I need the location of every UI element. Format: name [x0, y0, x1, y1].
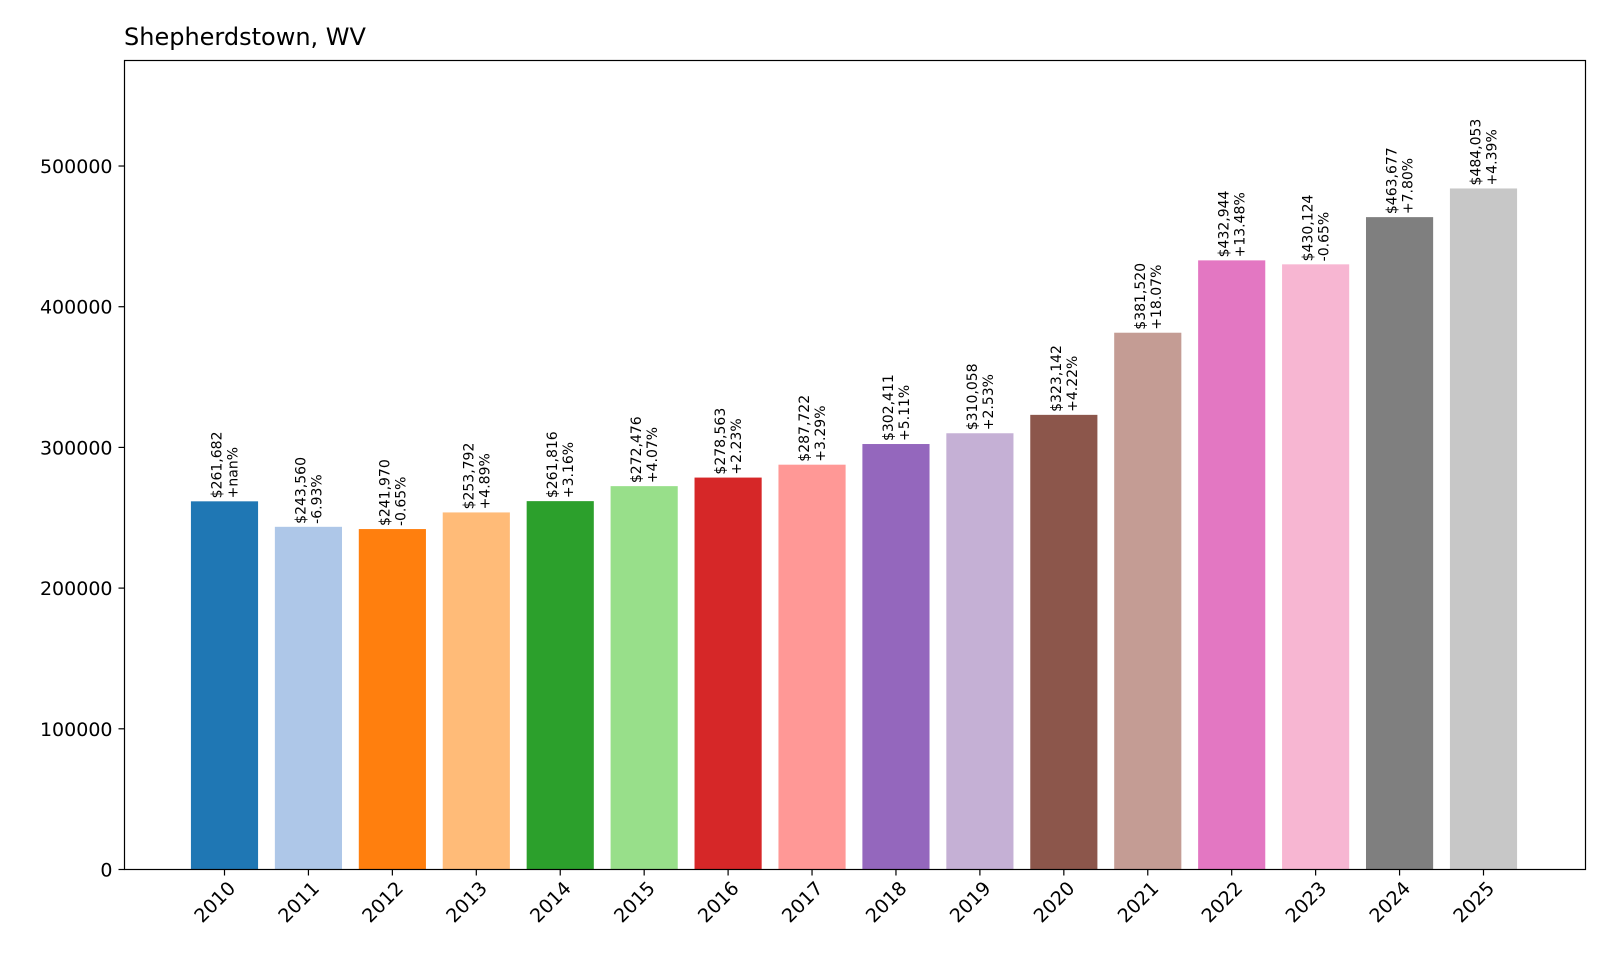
bar-label-2017: $287,722+3.29% — [797, 395, 829, 462]
y-tick-label-100000: 100000 — [40, 719, 113, 741]
bar-label-2020: $323,142+4.22% — [1049, 345, 1081, 412]
x-tick-label-2024: 2024 — [1365, 877, 1415, 927]
bar-2014 — [526, 501, 594, 870]
bars-group — [190, 188, 1518, 870]
bar-2017 — [778, 464, 846, 870]
x-tick-label-2025: 2025 — [1449, 877, 1499, 927]
bar-2022 — [1198, 260, 1266, 870]
x-tick-label-2014: 2014 — [526, 877, 576, 927]
bar-label-2014: $261,816+3.16% — [545, 431, 577, 498]
bar-label-2021: $381,520+18.07% — [1133, 263, 1165, 330]
x-tick-label-2020: 2020 — [1030, 877, 1080, 927]
bar-2021 — [1114, 332, 1182, 870]
bar-2023 — [1282, 264, 1350, 870]
x-axis: 2010 2011 2012 2013 2014 2015 2016 2017 2018 2019… — [190, 869, 1499, 927]
x-tick-label-2011: 2011 — [274, 877, 324, 927]
bar-label-2025: $484,053+4.39% — [1469, 119, 1501, 186]
bar-label-2016: $278,563+2.23% — [713, 408, 745, 475]
bar-label-2022: $432,944+13.48% — [1217, 190, 1249, 257]
y-tick-label-400000: 400000 — [40, 297, 113, 319]
bar-2011 — [274, 526, 343, 870]
x-tick-label-2021: 2021 — [1114, 877, 1164, 927]
y-tick-label-200000: 200000 — [40, 578, 113, 600]
x-tick-label-2016: 2016 — [694, 877, 744, 927]
bar-2012 — [358, 529, 426, 870]
x-tick-label-2022: 2022 — [1197, 877, 1247, 927]
plot-frame — [123, 59, 1587, 871]
bar-label-2015: $272,476+4.07% — [629, 416, 661, 483]
y-tick-label-300000: 300000 — [40, 437, 113, 459]
x-tick-label-2023: 2023 — [1281, 877, 1331, 927]
bar-2010 — [190, 501, 259, 870]
x-tick-label-2015: 2015 — [610, 877, 660, 927]
x-tick-label-2017: 2017 — [778, 877, 828, 927]
bar-label-2019: $310,058+2.53% — [965, 363, 997, 430]
bar-label-2023: $430,124-0.65% — [1301, 194, 1333, 261]
bar-2015 — [610, 486, 678, 870]
x-tick-label-2010: 2010 — [190, 877, 240, 927]
bar-2024 — [1365, 217, 1434, 870]
bar-labels-group: $261,682+nan% $243,560-6.93% $241,970-0.65… — [210, 119, 1501, 526]
x-tick-label-2018: 2018 — [862, 877, 912, 927]
x-tick-label-2013: 2013 — [442, 877, 492, 927]
y-axis: 0 100000 200000 300000 400000 500000 — [40, 156, 125, 882]
bar-2019 — [946, 433, 1014, 870]
bar-2020 — [1030, 414, 1098, 870]
bar-label-2010: $261,682+nan% — [210, 432, 242, 499]
bar-2025 — [1449, 188, 1518, 870]
x-tick-label-2012: 2012 — [358, 877, 408, 927]
bar-label-2012: $241,970-0.65% — [377, 459, 409, 526]
chart-title: Shepherdstown, WV — [124, 23, 367, 51]
bar-2016 — [694, 477, 762, 870]
y-tick-label-0: 0 — [100, 860, 112, 882]
bar-label-2011: $243,560-6.93% — [293, 457, 325, 524]
x-tick-label-2019: 2019 — [946, 877, 996, 927]
bar-2013 — [442, 512, 510, 870]
y-tick-label-500000: 500000 — [40, 156, 113, 178]
bar-2018 — [862, 444, 930, 870]
bar-label-2024: $463,677+7.80% — [1385, 147, 1417, 214]
bar-label-2013: $253,792+4.89% — [461, 443, 493, 510]
bar-label-2018: $302,411+5.11% — [881, 374, 913, 441]
